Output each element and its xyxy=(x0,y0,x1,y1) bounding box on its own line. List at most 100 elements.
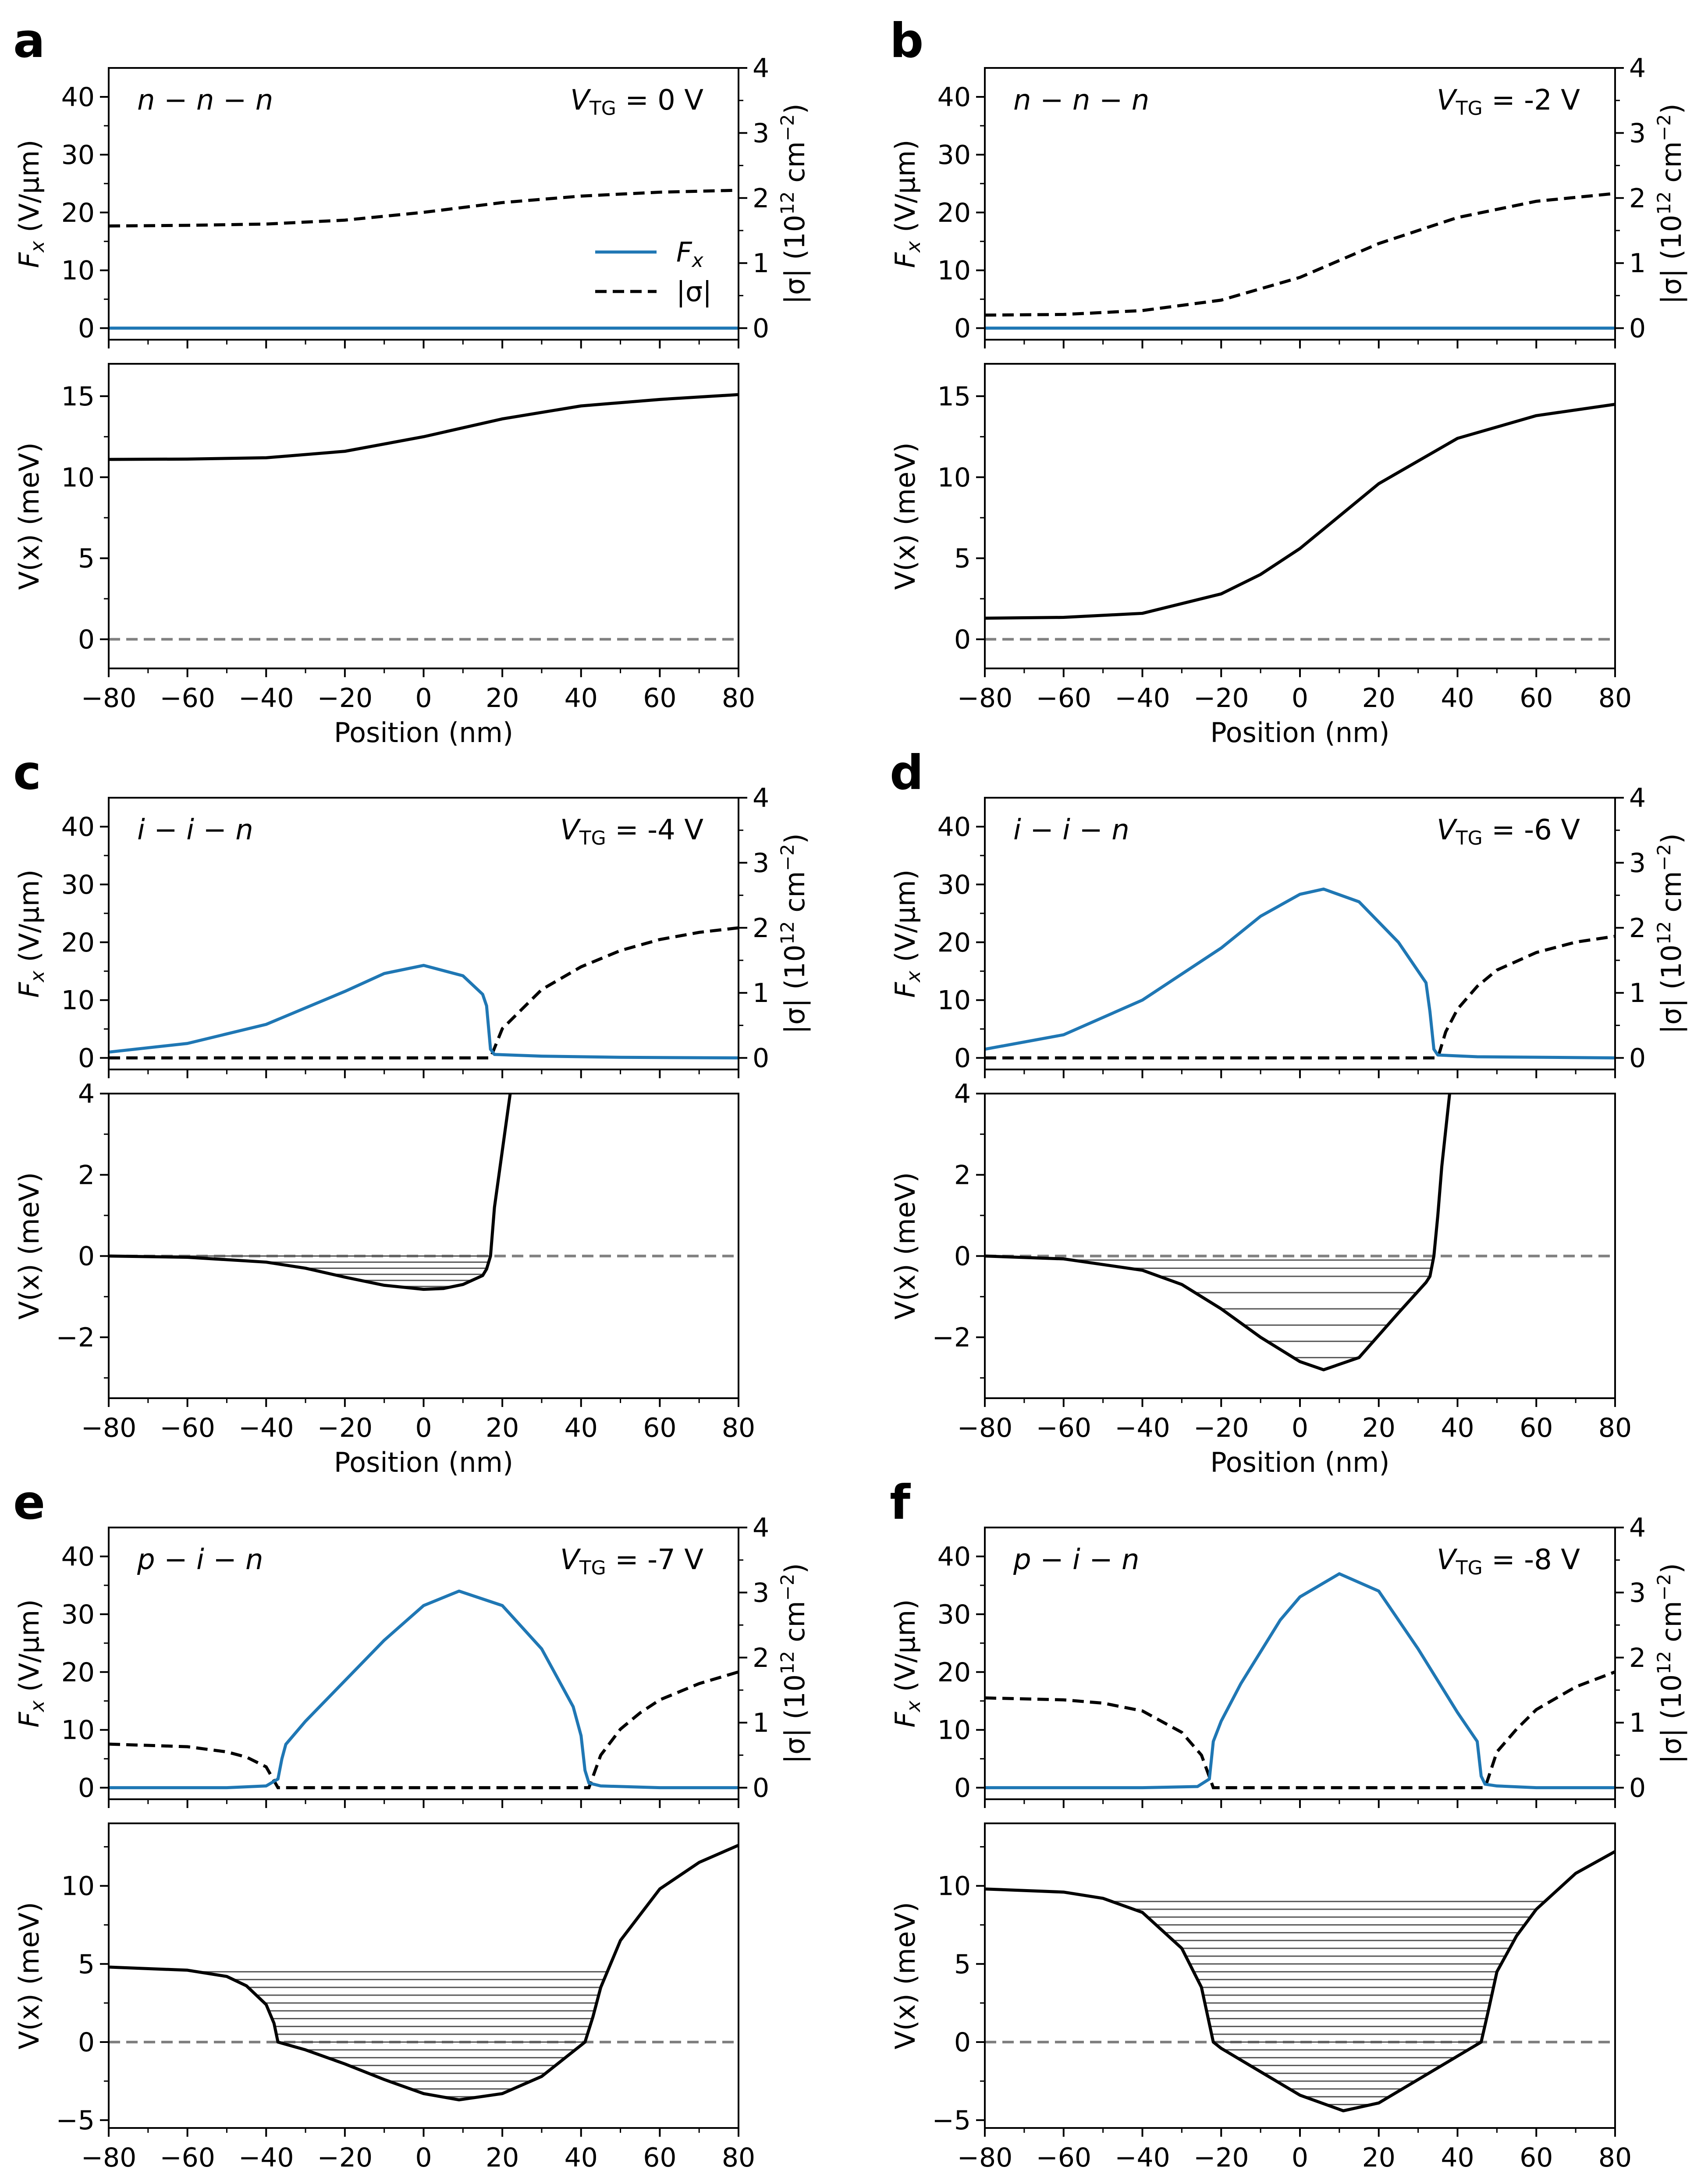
x-tick-label: 0 xyxy=(415,2142,432,2173)
v-tick-label: −5 xyxy=(932,2105,971,2136)
fx-tick-label: 20 xyxy=(61,198,95,228)
bottom-frame xyxy=(108,1822,739,2129)
legend-fx-label: Fx xyxy=(676,236,704,272)
x-tick-label: 20 xyxy=(1362,683,1396,714)
sigma-tick-label: 3 xyxy=(753,118,769,149)
potential-line xyxy=(985,402,1615,620)
sigma-tick-label: 4 xyxy=(753,783,769,813)
fx-axis-label: Fx (V/μm) xyxy=(13,870,49,998)
panel-a: a 0 10 20 30 40 0 1 2 3 4 Fx (V/μm) |σ| (1012 cm−2) n… xyxy=(13,14,811,749)
fx-tick-label: 10 xyxy=(61,256,95,286)
sigma-tick-label: 1 xyxy=(753,978,769,1009)
x-tick-label: 80 xyxy=(722,1413,755,1443)
bottom-axes: 0 5 10 15 −80 −60 −40 −20 0 20 40 60 80 Position (nm)… xyxy=(13,363,755,749)
fx-line xyxy=(985,1572,1615,1790)
x-tick-label: −60 xyxy=(1036,2142,1091,2173)
v-tick-label: 4 xyxy=(954,1079,971,1109)
sigma-tick-label: 1 xyxy=(1629,1708,1646,1738)
potential-line xyxy=(109,1844,739,2102)
fx-tick-label: 10 xyxy=(937,1715,971,1746)
top-axes: 0 10 20 30 40 0 1 2 3 4 Fx (V/μm) |σ| (1012 cm−2) p … xyxy=(889,1513,1688,1808)
x-tick-label: −80 xyxy=(81,2142,137,2173)
sigma-line xyxy=(985,1670,1615,1790)
sigma-line xyxy=(985,192,1615,317)
v-tick-label: 10 xyxy=(61,1871,95,1902)
v-axis-label: V(x) (meV) xyxy=(13,1902,45,2050)
sigma-axis-label: |σ| (1012 cm−2) xyxy=(777,1563,811,1764)
sigma-tick-label: 4 xyxy=(753,1513,769,1543)
bottom-axes: 0 5 10 15 −80 −60 −40 −20 0 20 40 60 80 Position (nm)… xyxy=(889,363,1632,749)
v-tick-label: 5 xyxy=(954,1949,971,1980)
v-tick-label: 0 xyxy=(78,1241,95,1272)
v-axis-label: V(x) (meV) xyxy=(13,1172,45,1320)
fx-tick-label: 30 xyxy=(61,140,95,171)
fx-tick-label: 40 xyxy=(937,812,971,842)
sigma-tick-label: 2 xyxy=(1629,913,1646,944)
vtg-label: VTG = -6 V xyxy=(1437,814,1580,849)
fx-axis-label: Fx (V/μm) xyxy=(13,1599,49,1728)
fx-tick-label: 0 xyxy=(78,1773,95,1804)
sigma-tick-label: 3 xyxy=(1629,848,1646,878)
sigma-axis-label: |σ| (1012 cm−2) xyxy=(1653,833,1688,1034)
fx-axis-label: Fx (V/μm) xyxy=(13,140,49,268)
fx-tick-label: 20 xyxy=(937,1657,971,1688)
v-tick-label: 5 xyxy=(78,1949,95,1980)
x-tick-label: 60 xyxy=(643,1413,676,1443)
x-tick-label: 60 xyxy=(1520,1413,1553,1443)
x-tick-label: 20 xyxy=(486,2142,519,2173)
fx-tick-label: 40 xyxy=(61,1542,95,1572)
regime-label: n − n − n xyxy=(137,84,273,117)
v-axis-label: V(x) (meV) xyxy=(13,442,45,590)
sigma-tick-label: 3 xyxy=(753,848,769,878)
v-tick-label: 0 xyxy=(78,2027,95,2058)
v-tick-label: 15 xyxy=(61,381,95,412)
panel-letter: c xyxy=(13,746,41,800)
bottom-frame xyxy=(984,363,1616,669)
fx-tick-label: 20 xyxy=(61,927,95,958)
fx-tick-label: 30 xyxy=(937,870,971,900)
regime-label: n − n − n xyxy=(1013,84,1149,117)
v-tick-label: 2 xyxy=(954,1160,971,1190)
v-tick-label: 10 xyxy=(937,462,971,493)
v-axis-label: V(x) (meV) xyxy=(889,442,921,590)
sigma-tick-label: 2 xyxy=(753,183,769,214)
sigma-tick-label: 4 xyxy=(753,53,769,84)
x-tick-label: 0 xyxy=(415,683,432,714)
v-tick-label: 10 xyxy=(61,462,95,493)
sigma-axis-label: |σ| (1012 cm−2) xyxy=(777,103,811,304)
x-tick-label: 40 xyxy=(565,2142,598,2173)
top-axes: 0 10 20 30 40 0 1 2 3 4 Fx (V/μm) |σ| (1012 cm−2) n … xyxy=(889,53,1688,348)
x-tick-label: 20 xyxy=(486,1413,519,1443)
vtg-label: VTG = -7 V xyxy=(560,1544,703,1579)
vtg-label: VTG = -2 V xyxy=(1437,84,1580,120)
sigma-tick-label: 2 xyxy=(1629,1643,1646,1673)
x-tick-label: 0 xyxy=(1292,2142,1308,2173)
sigma-tick-label: 3 xyxy=(1629,1577,1646,1608)
x-axis-label: Position (nm) xyxy=(334,717,513,749)
sigma-tick-label: 2 xyxy=(1629,183,1646,214)
x-axis-label: Position (nm) xyxy=(334,1446,513,1478)
fx-line xyxy=(109,964,739,1060)
x-tick-label: 40 xyxy=(1441,683,1474,714)
fx-tick-label: 10 xyxy=(937,256,971,286)
fx-tick-label: 0 xyxy=(954,1043,971,1074)
sigma-axis-label: |σ| (1012 cm−2) xyxy=(1653,103,1688,304)
x-tick-label: 20 xyxy=(1362,1413,1396,1443)
vtg-label: VTG = -4 V xyxy=(560,814,703,849)
regime-label: i − i − n xyxy=(137,814,253,846)
x-tick-label: 40 xyxy=(1441,1413,1474,1443)
x-tick-label: 20 xyxy=(1362,2142,1396,2173)
fx-axis-label: Fx (V/μm) xyxy=(889,140,925,268)
x-tick-label: −60 xyxy=(160,683,215,714)
x-tick-label: −80 xyxy=(957,683,1013,714)
x-tick-label: 60 xyxy=(643,2142,676,2173)
sigma-tick-label: 4 xyxy=(1629,783,1646,813)
potential-line xyxy=(985,1094,1452,1371)
fx-tick-label: 30 xyxy=(937,1599,971,1630)
